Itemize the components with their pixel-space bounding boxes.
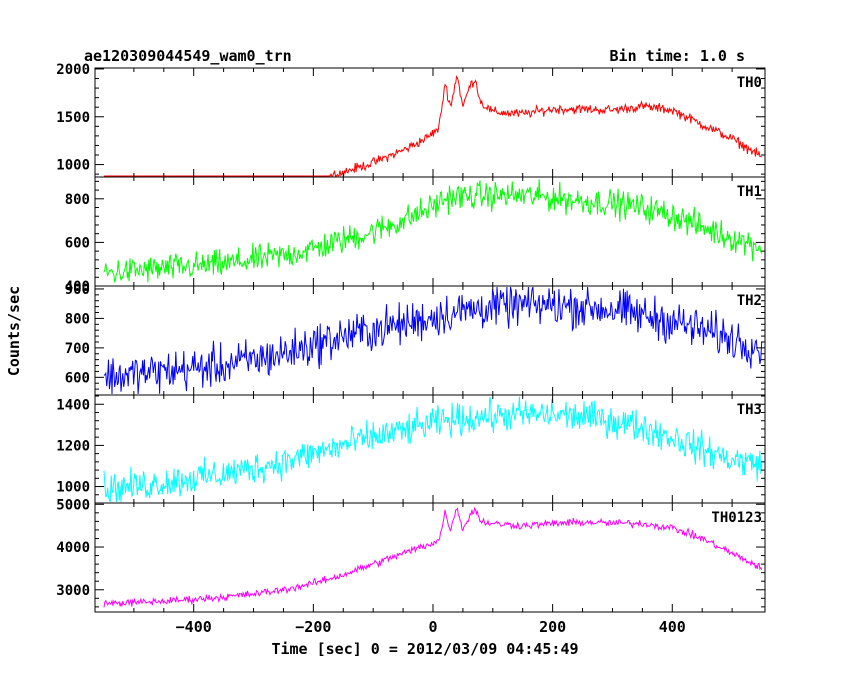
y-tick-label-th0123: 3000 [56, 583, 90, 599]
x-tick-label: 400 [659, 618, 686, 636]
x-tick-label: −400 [176, 618, 212, 636]
y-tick-label-th1: 600 [65, 235, 90, 251]
y-tick-label-th3: 1000 [56, 480, 90, 496]
panel-frame-th2 [94, 285, 766, 396]
x-tick-label: 200 [539, 618, 566, 636]
y-tick-label-th1: 800 [65, 192, 90, 208]
x-axis-label: Time [sec] 0 = 2012/03/09 04:45:49 [271, 640, 578, 658]
y-tick-label-th0123: 5000 [56, 497, 90, 513]
chart-title-right: Bin time: 1.0 s [610, 47, 745, 65]
y-tick-label-th3: 1400 [56, 397, 90, 413]
series-line-th0 [104, 75, 763, 177]
y-tick-label-th2: 700 [65, 341, 90, 357]
series-line-th2 [103, 286, 763, 395]
series-line-th1 [103, 179, 763, 283]
y-tick-label-th0: 1000 [56, 158, 90, 174]
y-tick-label-th3: 1200 [56, 438, 90, 454]
y-tick-label-th2: 600 [65, 370, 90, 386]
panel-label-th0: TH0 [737, 75, 762, 91]
y-tick-label-th0: 2000 [56, 62, 90, 78]
y-tick-label-th1: 400 [65, 279, 90, 295]
panel-label-th3: TH3 [737, 402, 762, 418]
series-line-th0123 [103, 506, 763, 608]
panel-label-th0123: TH0123 [711, 510, 762, 526]
y-tick-label-th2: 800 [65, 311, 90, 327]
y-tick-label-th2: 900 [65, 282, 90, 298]
panel-frame-th0123 [94, 502, 766, 613]
panel-frame-th1 [94, 176, 766, 287]
panel-frame-th0 [94, 67, 766, 178]
panel-label-th2: TH2 [737, 293, 762, 309]
panel-label-th1: TH1 [737, 184, 762, 200]
chart-title-left: ae120309044549_wam0_trn [84, 47, 292, 65]
x-tick-label: −200 [295, 618, 331, 636]
series-line-th3 [103, 396, 763, 503]
x-tick-label: 0 [428, 618, 437, 636]
y-tick-label-th0: 1500 [56, 110, 90, 126]
y-tick-label-th0123: 4000 [56, 540, 90, 556]
y-axis-label: Counts/sec [5, 286, 23, 376]
